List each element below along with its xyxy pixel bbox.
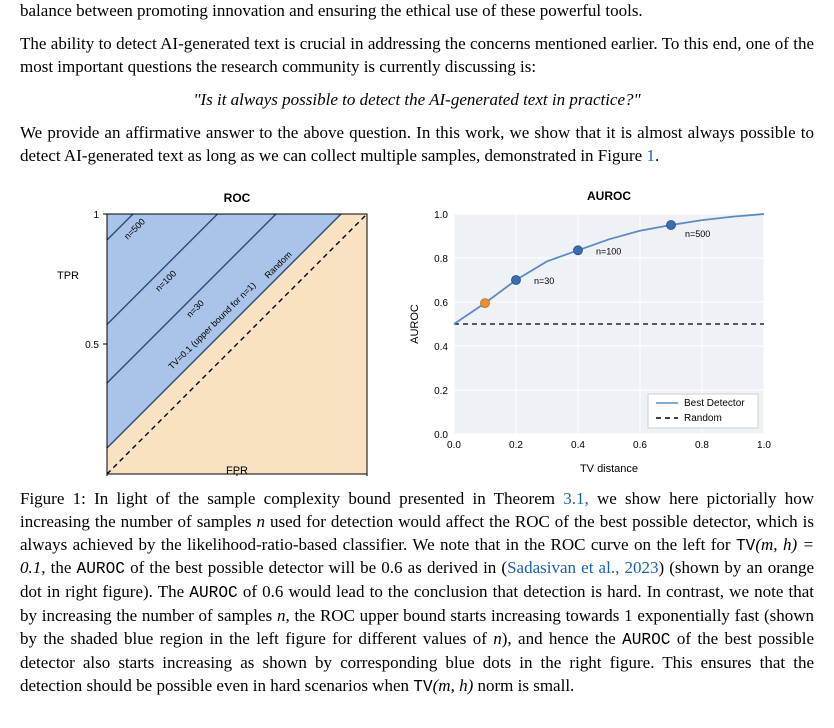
svg-text:0.2: 0.2 [509, 440, 523, 451]
para-answer-a: We provide an affirmative answer to the … [20, 123, 814, 165]
cap-9: , the ROC upper bound starts increasing … [285, 606, 624, 625]
cite-link[interactable]: Sadasivan et al., 2023 [507, 558, 658, 577]
svg-text:0.8: 0.8 [434, 254, 448, 265]
para-answer: We provide an affirmative answer to the … [20, 122, 814, 168]
auroc-chart: AUROC n=30 n=100 n=500 0.0 0.2 0.4 0.6 0.8 1.0 0.0… [402, 186, 782, 476]
para-answer-b: . [655, 146, 659, 165]
svg-text:ROC: ROC [224, 191, 251, 205]
cap-5: as derived in ( [403, 558, 508, 577]
svg-text:TPR: TPR [57, 270, 79, 282]
figure-ref-link[interactable]: 1 [646, 146, 655, 165]
svg-text:0.8: 0.8 [695, 440, 709, 451]
cap-0: Figure 1: In light of the sample complex… [20, 489, 563, 508]
svg-text:FPR: FPR [226, 465, 248, 476]
svg-text:AUROC: AUROC [409, 304, 421, 344]
math-n-3: n [493, 629, 502, 648]
para-frag-top: balance between promoting innovation and… [20, 0, 814, 23]
cap-one: 1 [624, 606, 633, 625]
cap-tv1: TV [736, 537, 755, 555]
cap-auroc3: AUROC [622, 631, 670, 649]
svg-text:0.6: 0.6 [633, 440, 647, 451]
paper-page: balance between promoting innovation and… [0, 0, 834, 728]
cap-v06b: 0.6 [262, 582, 283, 601]
math-n-1: n [256, 512, 265, 531]
svg-text:0.0: 0.0 [447, 440, 461, 451]
cap-3: , the [41, 558, 76, 577]
cap-7: of [238, 582, 262, 601]
svg-text:TV distance: TV distance [580, 463, 638, 475]
cap-4: of the best possible detector will be [125, 558, 381, 577]
svg-text:0.0: 0.0 [434, 430, 448, 441]
para-intro: The ability to detect AI-generated text … [20, 33, 814, 79]
cap-11: ), and hence the [502, 629, 622, 648]
svg-text:0.4: 0.4 [434, 342, 448, 353]
theorem-ref-link[interactable]: 3.1, [563, 489, 589, 508]
cap-tv-math2: (m, h) [433, 676, 474, 695]
svg-text:n=100: n=100 [596, 246, 621, 256]
svg-text:AUROC: AUROC [587, 189, 631, 203]
svg-text:n=30: n=30 [534, 276, 554, 286]
svg-text:0.2: 0.2 [434, 386, 448, 397]
svg-text:Best Detector: Best Detector [684, 398, 745, 409]
svg-text:0.6: 0.6 [434, 298, 448, 309]
svg-text:0.4: 0.4 [571, 440, 585, 451]
cap-auroc2: AUROC [189, 584, 237, 602]
cap-13: norm is small. [473, 676, 574, 695]
svg-text:Random: Random [684, 413, 722, 424]
svg-text:n=500: n=500 [685, 229, 710, 239]
quote-line: "Is it always possible to detect the AI-… [20, 89, 814, 112]
svg-text:0.5: 0.5 [85, 340, 99, 351]
cap-v06a: 0.6 [381, 558, 402, 577]
figure-caption: Figure 1: In light of the sample complex… [20, 488, 814, 699]
svg-text:1.0: 1.0 [434, 210, 448, 221]
cap-auroc1: AUROC [77, 560, 125, 578]
roc-chart: ROCn=500n=100n=30TV=0.1 (upper bound for… [52, 186, 372, 476]
figure-row: ROCn=500n=100n=30TV=0.1 (upper bound for… [20, 186, 814, 476]
cap-tv2: TV [413, 678, 432, 696]
svg-text:1.0: 1.0 [757, 440, 771, 451]
svg-text:1: 1 [93, 210, 99, 221]
